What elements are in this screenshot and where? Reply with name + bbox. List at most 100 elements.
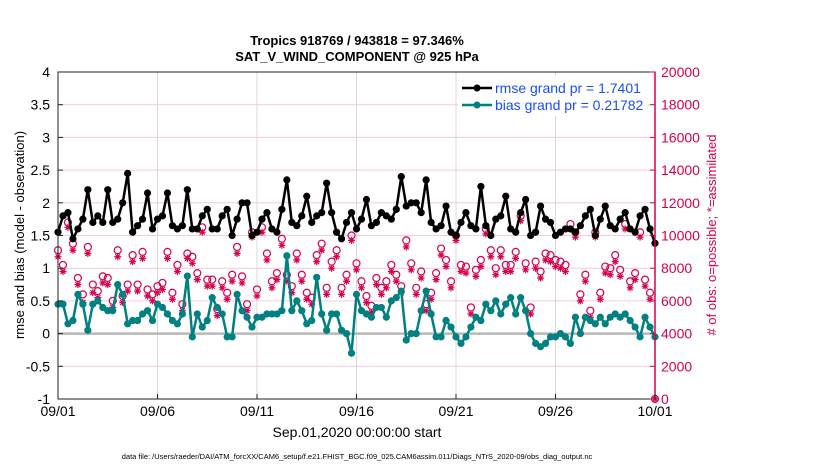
bias-point — [283, 252, 291, 260]
obs-assimilated-marker — [263, 256, 271, 264]
bias-point — [372, 303, 380, 312]
bias-point — [253, 313, 261, 321]
obs-assimilated-marker — [173, 267, 181, 275]
obs-assimilated-marker — [382, 284, 390, 292]
obs-assimilated-marker — [462, 269, 470, 277]
bias-point — [69, 316, 77, 325]
rmse-point — [193, 225, 201, 233]
bias-point — [417, 307, 425, 315]
obs-assimilated-marker — [487, 253, 495, 261]
obs-assimilated-marker — [288, 289, 296, 297]
rmse-point — [188, 225, 196, 233]
obs-assimilated-marker — [387, 267, 395, 275]
rmse-point — [328, 209, 336, 217]
x-tick-label: 09/06 — [140, 403, 175, 419]
y-tick-label: 4 — [42, 64, 50, 80]
bias-point — [293, 297, 301, 305]
rmse-point — [119, 199, 127, 207]
obs-assimilated-marker — [616, 272, 624, 280]
obs-assimilated-marker — [626, 284, 634, 292]
y-right-tick-label: 4000 — [661, 326, 692, 342]
obs-assimilated-marker — [611, 258, 619, 266]
rmse-point — [342, 218, 351, 227]
bias-point — [238, 307, 246, 315]
bias-point — [571, 313, 580, 321]
y-tick-label: -1 — [38, 391, 51, 407]
y-right-tick-label: 6000 — [661, 293, 692, 309]
bias-point — [119, 290, 127, 298]
rmse-point — [213, 225, 221, 233]
obs-assimilated-marker — [183, 254, 191, 262]
bias-point — [318, 310, 326, 318]
rmse-point — [79, 215, 87, 223]
obs-assimilated-marker — [343, 277, 351, 285]
obs-assimilated-marker — [134, 287, 142, 295]
bias-point — [158, 303, 167, 312]
rmse-point — [293, 222, 301, 230]
obs-assimilated-marker — [158, 285, 166, 293]
y-tick-label: 1 — [42, 260, 50, 276]
rmse-point — [129, 228, 137, 236]
rmse-point — [323, 179, 331, 187]
obs-assimilated-marker — [238, 279, 246, 287]
obs-assimilated-marker — [482, 230, 490, 238]
obs-assimilated-marker — [497, 253, 505, 261]
obs-assimilated-marker — [203, 282, 211, 290]
rmse-point — [512, 228, 520, 236]
legend-box — [458, 76, 648, 116]
obs-assimilated-marker — [492, 271, 500, 279]
bias-point — [79, 300, 87, 308]
rmse-point — [278, 205, 286, 213]
bias-point — [437, 333, 445, 341]
y-right-tick-label: 14000 — [661, 162, 700, 178]
bias-point — [188, 333, 196, 341]
rmse-point — [497, 212, 505, 220]
bias-point — [462, 333, 470, 341]
obs-assimilated-marker — [89, 289, 97, 297]
obs-assimilated-marker — [457, 267, 465, 275]
obs-assimilated-marker — [507, 267, 515, 275]
bias-point — [566, 339, 575, 348]
bias-point — [596, 313, 604, 321]
rmse-point — [561, 225, 570, 233]
bias-point — [432, 333, 440, 341]
bias-point — [342, 330, 351, 338]
obs-assimilated-marker — [243, 307, 251, 315]
x-tick-label: 09/26 — [538, 403, 573, 419]
rmse-point — [298, 212, 306, 220]
obs-assimilated-marker — [268, 284, 276, 292]
obs-assimilated-marker — [571, 233, 579, 241]
bias-point — [626, 316, 634, 325]
bias-point — [601, 320, 609, 328]
rmse-point — [631, 228, 639, 236]
obs-assimilated-marker — [99, 279, 107, 287]
rmse-point — [283, 176, 291, 184]
obs-assimilated-marker — [119, 299, 127, 307]
bias-point — [502, 300, 510, 308]
obs-assimilated-marker — [417, 274, 425, 282]
obs-assimilated-marker — [323, 290, 331, 298]
obs-assimilated-marker — [69, 246, 77, 254]
rmse-point — [273, 228, 281, 236]
obs-assimilated-marker — [258, 228, 266, 236]
bias-point — [298, 307, 306, 315]
rmse-point — [397, 173, 405, 181]
rmse-point — [611, 225, 619, 233]
obs-assimilated-marker — [328, 264, 336, 272]
bias-point — [522, 307, 530, 315]
obs-assimilated-marker — [547, 258, 555, 266]
obs-assimilated-marker — [64, 223, 72, 231]
bias-point — [392, 294, 400, 302]
rmse-point — [621, 209, 629, 217]
rmse-point — [94, 212, 102, 220]
bias-point — [591, 320, 599, 328]
legend-rmse-marker — [473, 84, 481, 92]
rmse-point — [427, 218, 435, 227]
obs-assimilated-marker — [223, 295, 231, 303]
bias-point — [621, 310, 629, 318]
bias-point — [646, 323, 654, 331]
obs-assimilated-marker — [606, 271, 614, 279]
bias-point — [193, 310, 201, 318]
bias-point — [178, 310, 186, 318]
